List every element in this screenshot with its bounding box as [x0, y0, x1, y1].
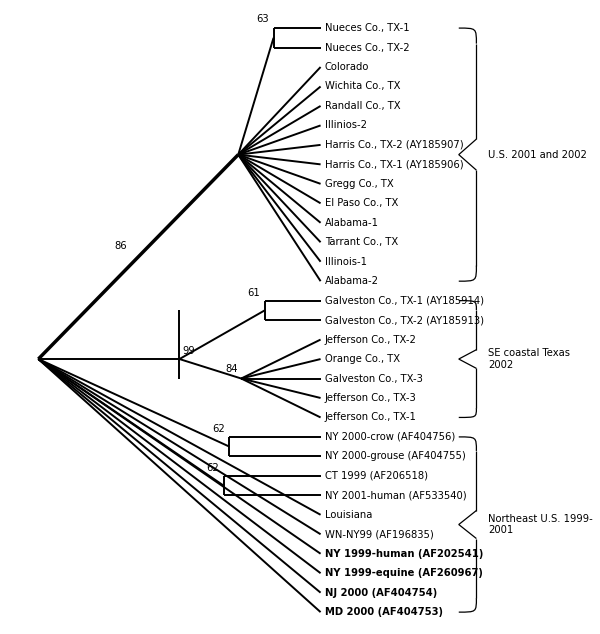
Text: Tarrant Co., TX: Tarrant Co., TX — [325, 237, 398, 247]
Text: Nueces Co., TX-2: Nueces Co., TX-2 — [325, 42, 409, 53]
Text: SE coastal Texas
2002: SE coastal Texas 2002 — [488, 348, 570, 370]
Text: NJ 2000 (AF404754): NJ 2000 (AF404754) — [325, 588, 437, 598]
Text: Jefferson Co., TX-3: Jefferson Co., TX-3 — [325, 393, 416, 403]
Text: Louisiana: Louisiana — [325, 510, 372, 520]
Text: Harris Co., TX-2 (AY185907): Harris Co., TX-2 (AY185907) — [325, 140, 463, 150]
Text: El Paso Co., TX: El Paso Co., TX — [325, 198, 398, 209]
Text: NY 1999-human (AF202541): NY 1999-human (AF202541) — [325, 548, 483, 559]
Text: Jefferson Co., TX-2: Jefferson Co., TX-2 — [325, 335, 416, 344]
Text: Illinios-2: Illinios-2 — [325, 120, 367, 131]
Text: Jefferson Co., TX-1: Jefferson Co., TX-1 — [325, 413, 416, 422]
Text: 62: 62 — [212, 424, 225, 434]
Text: 62: 62 — [206, 463, 219, 473]
Text: U.S. 2001 and 2002: U.S. 2001 and 2002 — [488, 150, 587, 160]
Text: NY 2001-human (AF533540): NY 2001-human (AF533540) — [325, 490, 466, 500]
Text: CT 1999 (AF206518): CT 1999 (AF206518) — [325, 471, 428, 481]
Text: Orange Co., TX: Orange Co., TX — [325, 354, 400, 364]
Text: Galveston Co., TX-3: Galveston Co., TX-3 — [325, 373, 422, 384]
Text: Alabama-2: Alabama-2 — [325, 276, 379, 286]
Text: 99: 99 — [182, 346, 195, 356]
Text: Colorado: Colorado — [325, 62, 369, 72]
Text: Galveston Co., TX-1 (AY185914): Galveston Co., TX-1 (AY185914) — [325, 295, 484, 306]
Text: Alabama-1: Alabama-1 — [325, 217, 379, 228]
Text: Gregg Co., TX: Gregg Co., TX — [325, 179, 394, 189]
Text: NY 1999-equine (AF260967): NY 1999-equine (AF260967) — [325, 568, 482, 578]
Text: MD 2000 (AF404753): MD 2000 (AF404753) — [325, 607, 443, 617]
Text: Harris Co., TX-1 (AY185906): Harris Co., TX-1 (AY185906) — [325, 159, 463, 169]
Text: 84: 84 — [226, 363, 238, 373]
Text: Northeast U.S. 1999-
2001: Northeast U.S. 1999- 2001 — [488, 514, 593, 535]
Text: 86: 86 — [115, 241, 127, 250]
Text: WN-NY99 (AF196835): WN-NY99 (AF196835) — [325, 529, 433, 540]
Text: NY 2000-crow (AF404756): NY 2000-crow (AF404756) — [325, 432, 455, 442]
Text: 61: 61 — [247, 288, 260, 297]
Text: Illinois-1: Illinois-1 — [325, 257, 367, 267]
Text: 63: 63 — [256, 15, 269, 24]
Text: Nueces Co., TX-1: Nueces Co., TX-1 — [325, 23, 409, 33]
Text: Galveston Co., TX-2 (AY185913): Galveston Co., TX-2 (AY185913) — [325, 315, 484, 325]
Text: Randall Co., TX: Randall Co., TX — [325, 101, 400, 111]
Text: Wichita Co., TX: Wichita Co., TX — [325, 82, 400, 91]
Text: NY 2000-grouse (AF404755): NY 2000-grouse (AF404755) — [325, 451, 466, 462]
